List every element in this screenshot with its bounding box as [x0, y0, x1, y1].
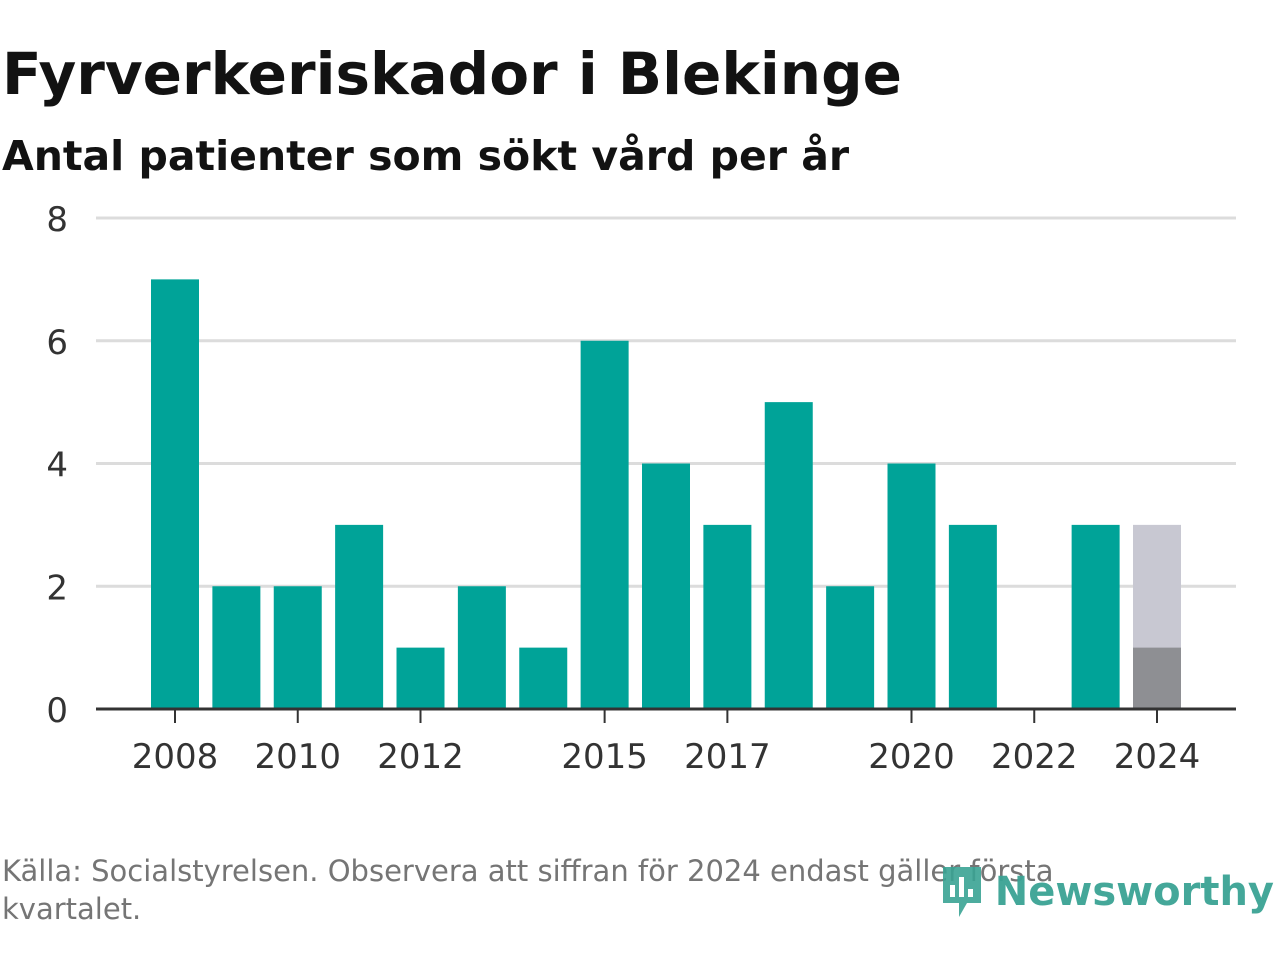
x-tick-label: 2024 [1114, 737, 1201, 777]
y-tick-label: 0 [46, 691, 68, 731]
bar-2023 [1071, 524, 1120, 709]
bar-2021 [948, 524, 997, 709]
y-tick-label: 2 [46, 568, 68, 608]
bar-2019 [826, 586, 875, 709]
chart-subtitle: Antal patienter som sökt vård per år [2, 132, 850, 180]
x-tick-label: 2022 [991, 737, 1078, 777]
bar-2011 [335, 524, 384, 709]
bar-2024 [1133, 647, 1181, 709]
y-tick-label: 8 [46, 200, 68, 240]
bar-2020 [887, 463, 936, 709]
bar-2013 [457, 586, 506, 709]
brand-name: Newsworthy [994, 869, 1274, 915]
bar-2018 [764, 402, 813, 709]
bar-2009 [212, 586, 261, 709]
bar-2008 [151, 279, 199, 709]
source-note: Källa: Socialstyrelsen. Observera att si… [2, 854, 1054, 926]
y-tick-label: 6 [46, 323, 68, 363]
bar-2017 [703, 524, 752, 709]
newsworthy-logo-icon [939, 863, 985, 921]
x-tick-label: 2015 [561, 737, 648, 777]
x-tick-label: 2020 [868, 737, 955, 777]
x-tick-label: 2017 [684, 737, 771, 777]
bar-2016 [642, 463, 690, 709]
brand-logo: Newsworthy [939, 862, 1274, 922]
bar-2012 [396, 647, 445, 709]
chart-title: Fyrverkeriskador i Blekinge [2, 40, 902, 108]
bar-2014 [519, 647, 568, 709]
y-tick-label: 4 [46, 446, 68, 486]
x-tick-label: 2012 [377, 737, 464, 777]
x-tick-label: 2008 [132, 737, 219, 777]
bar-2015 [580, 340, 629, 709]
bar-2010 [273, 586, 322, 709]
x-tick-label: 2010 [254, 737, 341, 777]
